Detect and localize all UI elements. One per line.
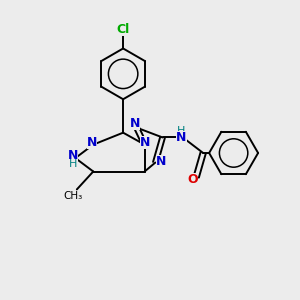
Text: N: N bbox=[130, 117, 140, 130]
Text: CH₃: CH₃ bbox=[64, 191, 83, 201]
Text: N: N bbox=[87, 136, 97, 149]
Text: N: N bbox=[68, 149, 78, 162]
Text: N: N bbox=[156, 154, 167, 167]
Text: H: H bbox=[69, 159, 77, 169]
Text: Cl: Cl bbox=[116, 22, 130, 36]
Text: N: N bbox=[140, 136, 150, 149]
Text: N: N bbox=[176, 131, 187, 144]
Text: O: O bbox=[188, 173, 198, 186]
Text: H: H bbox=[177, 126, 185, 136]
